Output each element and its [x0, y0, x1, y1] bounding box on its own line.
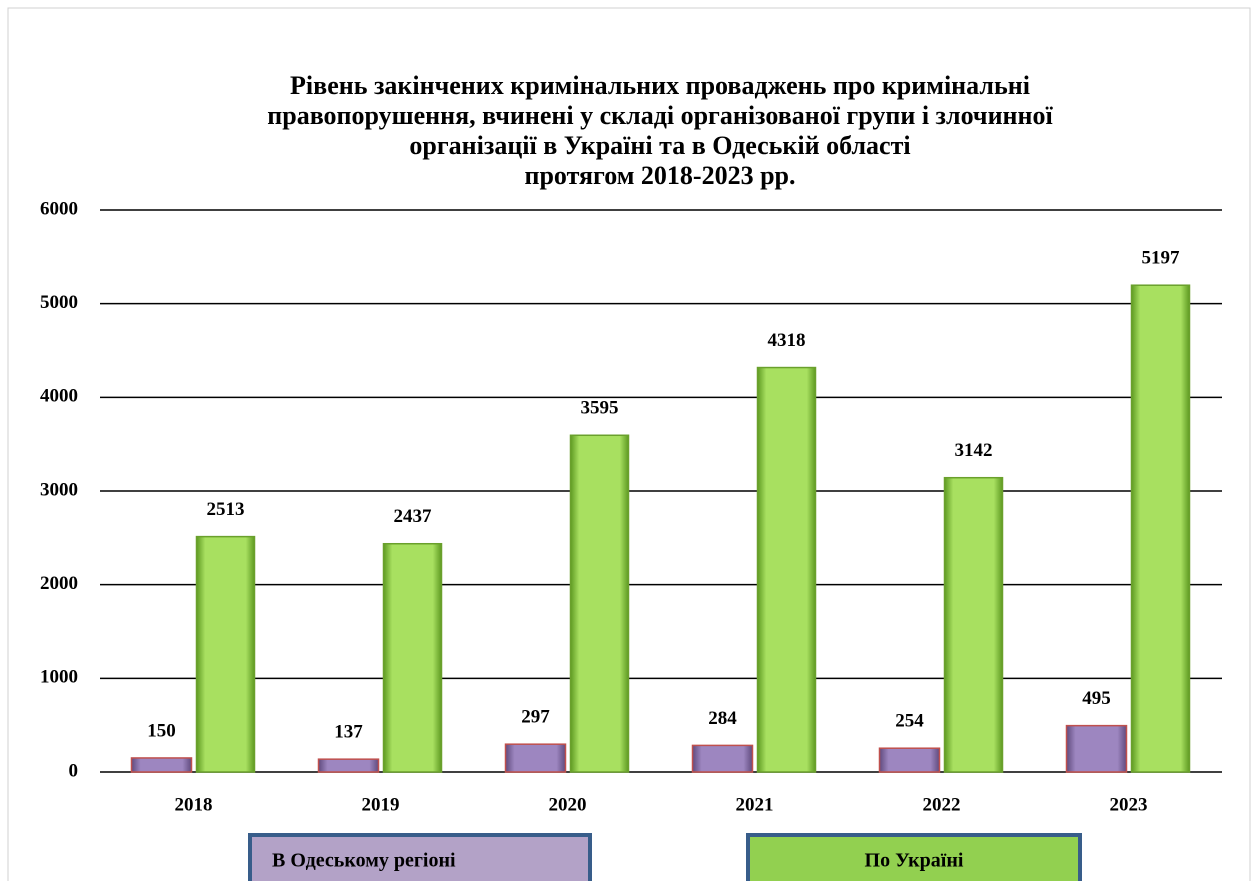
y-tick-label: 0 [69, 760, 79, 781]
legend-swatch [248, 833, 592, 881]
x-tick-label: 2020 [549, 794, 587, 815]
data-label: 2513 [207, 499, 245, 520]
data-label: 495 [1082, 688, 1111, 709]
bar [504, 743, 567, 773]
chart-title: правопорушення, вчинені у складі організ… [267, 101, 1053, 130]
data-label: 4318 [768, 330, 806, 351]
y-tick-label: 5000 [40, 292, 78, 313]
x-tick-label: 2018 [175, 794, 213, 815]
x-tick-label: 2019 [362, 794, 400, 815]
x-tick-label: 2023 [1110, 794, 1148, 815]
bar [1065, 724, 1128, 773]
bar [382, 542, 443, 773]
y-tick-label: 6000 [40, 198, 78, 219]
data-label: 2437 [394, 506, 433, 527]
bar [756, 366, 817, 773]
legend-label: В Одеському регіоні [272, 850, 456, 872]
data-label: 150 [147, 720, 176, 741]
bar [569, 434, 630, 773]
bar [943, 476, 1004, 773]
bar [195, 535, 256, 773]
bar [878, 747, 941, 773]
data-label: 284 [708, 708, 737, 729]
data-label: 137 [334, 722, 363, 743]
data-label: 254 [895, 711, 924, 732]
x-tick-label: 2021 [736, 794, 774, 815]
bar [691, 744, 754, 773]
chart-border [7, 7, 1251, 881]
chart-title: організації в Україні та в Одеській обла… [409, 131, 910, 160]
y-tick-label: 4000 [40, 386, 78, 407]
y-tick-label: 2000 [40, 573, 78, 594]
data-label: 297 [521, 707, 550, 728]
data-label: 3142 [955, 440, 993, 461]
data-label: 3595 [581, 398, 619, 419]
x-tick-label: 2022 [923, 794, 961, 815]
legend-swatch [746, 833, 1082, 881]
bar [1130, 284, 1191, 773]
chart-title: протягом 2018-2023 рр. [524, 161, 795, 190]
data-label: 5197 [1142, 248, 1181, 269]
y-tick-label: 1000 [40, 667, 78, 688]
bar [130, 757, 193, 773]
legend-label: По Україні [865, 850, 964, 872]
chart-title: Рівень закінчених кримінальних проваджен… [290, 71, 1030, 100]
bar [317, 758, 380, 773]
y-tick-label: 3000 [40, 479, 78, 500]
